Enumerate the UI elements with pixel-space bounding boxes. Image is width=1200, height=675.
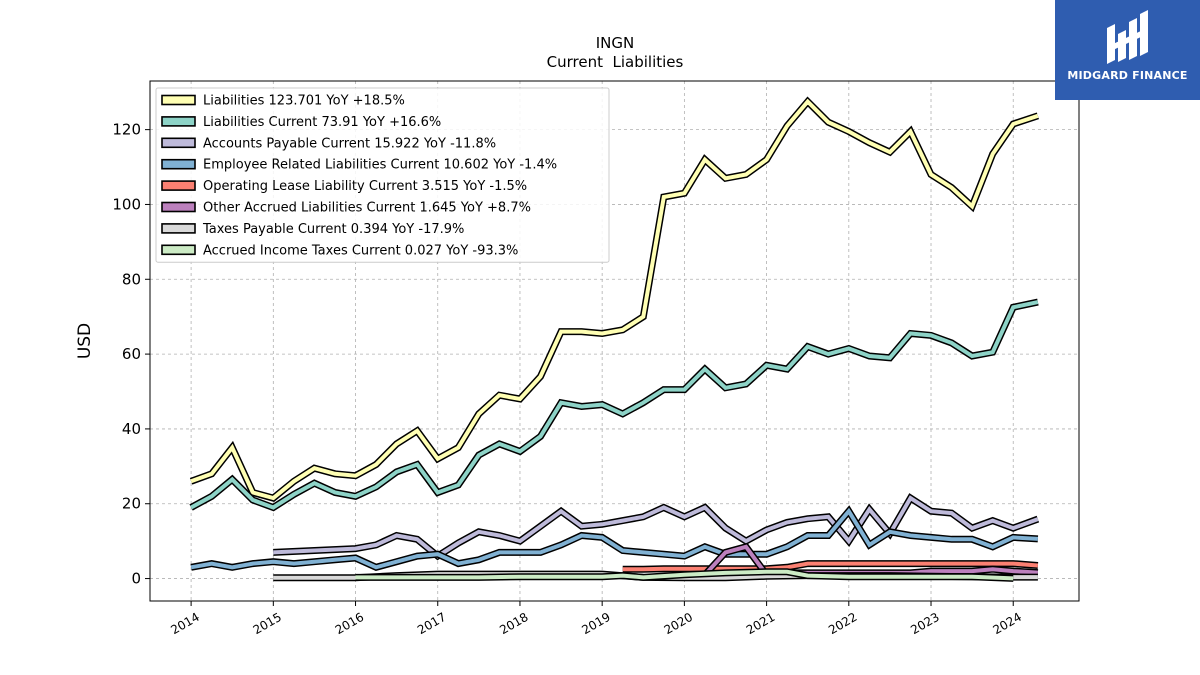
brand-logo: MIDGARD FINANCE bbox=[1055, 0, 1200, 100]
series-line bbox=[273, 495, 1039, 559]
y-axis-label: USD bbox=[75, 323, 95, 359]
y-tick-label: 0 bbox=[131, 570, 141, 588]
x-tick-label: 2018 bbox=[497, 610, 530, 637]
series-line bbox=[190, 300, 1039, 510]
legend-item: Operating Lease Liability Current 3.515 … bbox=[161, 179, 527, 194]
legend-frame bbox=[155, 87, 610, 263]
x-tick-label: 2014 bbox=[168, 610, 201, 637]
legend-item: Other Accrued Liabilities Current 1.645 … bbox=[161, 201, 531, 216]
chart-subtitle: Current Liabilities bbox=[547, 53, 684, 71]
y-tick-label: 120 bbox=[112, 121, 141, 139]
legend-item: Employee Related Liabilities Current 10.… bbox=[161, 158, 557, 173]
legend-swatch bbox=[161, 223, 196, 234]
x-tick-label: 2015 bbox=[251, 610, 284, 637]
legend-item: Liabilities 123.701 YoY +18.5% bbox=[161, 94, 405, 109]
x-tick-label: 2017 bbox=[415, 610, 448, 637]
legend-swatch bbox=[161, 180, 196, 191]
x-tick-label: 2022 bbox=[826, 610, 859, 637]
series-1 bbox=[189, 96, 1040, 502]
y-tick-label: 60 bbox=[122, 345, 141, 363]
series-5 bbox=[622, 560, 1039, 573]
legend-item: Accrued Income Taxes Current 0.027 YoY -… bbox=[161, 243, 518, 258]
x-tick-label: 2021 bbox=[744, 610, 777, 637]
x-tick-label: 2023 bbox=[908, 610, 941, 637]
legend-swatch bbox=[161, 158, 196, 170]
series-line bbox=[190, 507, 1039, 570]
x-tick-label: 2024 bbox=[991, 610, 1024, 637]
y-tick-label: 80 bbox=[122, 270, 141, 288]
series-2 bbox=[189, 298, 1039, 512]
legend-swatch bbox=[161, 137, 196, 149]
series-layer bbox=[189, 96, 1040, 582]
series-3 bbox=[273, 493, 1040, 561]
legend-swatch bbox=[161, 244, 196, 256]
brand-name: MIDGARD FINANCE bbox=[1067, 69, 1188, 82]
x-tick-label: 2019 bbox=[579, 610, 612, 637]
legend-label: Other Accrued Liabilities Current 1.645 … bbox=[203, 201, 531, 216]
series-line bbox=[190, 98, 1039, 501]
legend: Liabilities 123.701 YoY +18.5% Liabilitie… bbox=[155, 87, 610, 263]
legend-swatch bbox=[161, 116, 196, 127]
series-line bbox=[355, 569, 1014, 581]
legend-swatch bbox=[161, 94, 196, 106]
y-tick-label: 100 bbox=[112, 195, 141, 213]
y-tick-label: 40 bbox=[122, 420, 141, 438]
legend-swatch bbox=[161, 201, 196, 213]
series-4 bbox=[190, 505, 1039, 572]
series-8 bbox=[355, 568, 1014, 582]
x-tick-label: 2020 bbox=[662, 610, 695, 637]
legend-label: Liabilities Current 73.91 YoY +16.6% bbox=[203, 115, 441, 130]
series-line bbox=[622, 561, 1039, 572]
legend-item: Liabilities Current 73.91 YoY +16.6% bbox=[161, 115, 441, 130]
legend-item: Accounts Payable Current 15.922 YoY -11.… bbox=[161, 136, 496, 151]
legend-label: Accounts Payable Current 15.922 YoY -11.… bbox=[203, 136, 496, 151]
y-tick-label: 20 bbox=[122, 495, 141, 513]
plot-area-frame bbox=[149, 80, 1080, 602]
legend-label: Liabilities 123.701 YoY +18.5% bbox=[203, 94, 405, 109]
legend-label: Operating Lease Liability Current 3.515 … bbox=[203, 179, 527, 194]
x-tick-label: 2016 bbox=[333, 610, 366, 637]
logo-mark-icon bbox=[1107, 10, 1148, 64]
legend-label: Employee Related Liabilities Current 10.… bbox=[203, 158, 557, 173]
legend-label: Taxes Payable Current 0.394 YoY -17.9% bbox=[202, 222, 464, 237]
legend-item: Taxes Payable Current 0.394 YoY -17.9% bbox=[161, 222, 464, 237]
chart-title: INGN bbox=[596, 34, 635, 52]
legend-label: Accrued Income Taxes Current 0.027 YoY -… bbox=[203, 243, 518, 258]
